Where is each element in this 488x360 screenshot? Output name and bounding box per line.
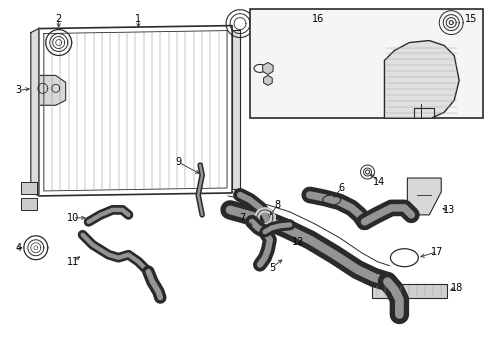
Bar (371, 284, 447, 298)
Text: 4: 4 (16, 243, 22, 253)
Polygon shape (33, 75, 65, 105)
Bar (21, 182, 37, 194)
Bar (21, 198, 37, 210)
Text: 17: 17 (430, 247, 443, 257)
Text: 8: 8 (274, 200, 281, 210)
Text: 13: 13 (442, 205, 454, 215)
Text: 15: 15 (464, 14, 476, 24)
Text: 12: 12 (291, 237, 304, 247)
Polygon shape (232, 30, 240, 189)
Text: 18: 18 (450, 283, 462, 293)
Text: 14: 14 (373, 177, 385, 187)
Text: 16: 16 (311, 14, 323, 24)
Polygon shape (263, 75, 272, 85)
Text: 9: 9 (175, 157, 181, 167)
Text: 1: 1 (135, 14, 141, 24)
Polygon shape (407, 178, 440, 215)
Text: 3: 3 (16, 85, 22, 95)
Text: 11: 11 (66, 257, 79, 267)
Bar (249, 9, 482, 118)
Polygon shape (31, 28, 39, 196)
Polygon shape (384, 41, 458, 118)
Text: 5: 5 (268, 263, 274, 273)
Polygon shape (262, 62, 272, 75)
Text: 10: 10 (66, 213, 79, 223)
Text: 7: 7 (239, 213, 244, 223)
Text: 2: 2 (56, 14, 61, 24)
Text: 6: 6 (338, 183, 344, 193)
